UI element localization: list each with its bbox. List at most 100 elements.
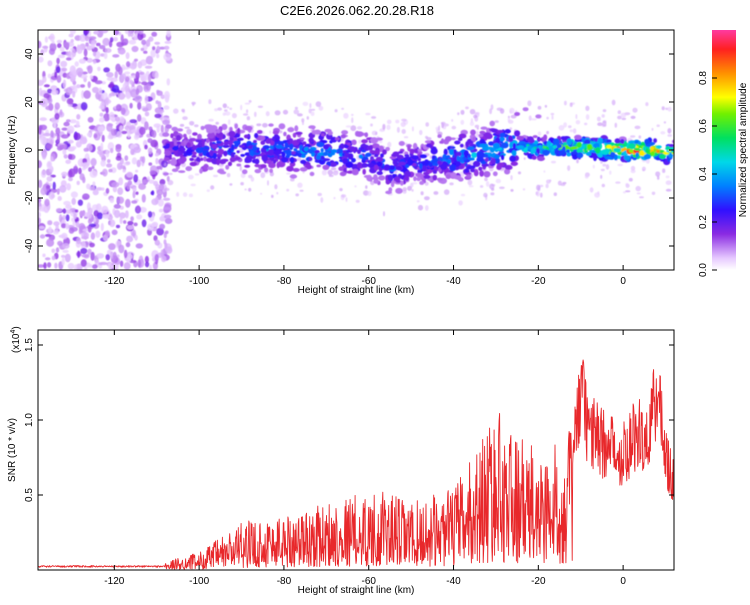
heat-cell bbox=[163, 206, 170, 211]
heat-cell bbox=[537, 138, 543, 141]
heat-cell bbox=[276, 141, 285, 145]
heat-cell bbox=[192, 132, 198, 136]
heat-cell bbox=[367, 163, 375, 168]
heat-cell bbox=[586, 143, 593, 150]
heat-cell bbox=[510, 148, 518, 152]
heat-cell bbox=[163, 105, 170, 110]
heat-cell bbox=[185, 166, 192, 172]
heat-cell bbox=[597, 137, 603, 145]
heat-cell bbox=[135, 243, 143, 249]
heat-cell bbox=[447, 158, 452, 164]
heat-cell bbox=[558, 150, 566, 156]
heat-cell bbox=[175, 134, 182, 141]
heat-cell bbox=[132, 190, 136, 199]
heat-cell bbox=[63, 154, 68, 159]
heat-cell bbox=[351, 158, 356, 163]
heat-cell bbox=[158, 208, 164, 213]
heat-cell bbox=[254, 158, 260, 165]
x-tick-label: -80 bbox=[277, 276, 292, 287]
heat-cell bbox=[114, 71, 118, 79]
heat-cell bbox=[173, 140, 179, 146]
heat-cell bbox=[425, 122, 430, 127]
heat-cell bbox=[471, 152, 478, 158]
heat-cell bbox=[159, 223, 166, 230]
heat-cell bbox=[125, 52, 130, 60]
heat-cell bbox=[516, 135, 525, 141]
heat-cell bbox=[172, 145, 179, 151]
heat-cell bbox=[330, 167, 337, 171]
heat-cell bbox=[375, 131, 378, 136]
heat-cell bbox=[481, 163, 490, 167]
heat-cell bbox=[57, 43, 62, 49]
heat-cell bbox=[106, 123, 113, 132]
heat-cell bbox=[365, 152, 372, 157]
heat-cell bbox=[120, 130, 128, 135]
heat-cell bbox=[330, 149, 338, 154]
heat-cell bbox=[189, 137, 197, 142]
heat-cell bbox=[170, 133, 174, 139]
heat-cell bbox=[592, 164, 595, 169]
heat-cell bbox=[108, 111, 115, 121]
heat-cell bbox=[144, 65, 153, 69]
heat-cell bbox=[443, 148, 448, 156]
heat-cell bbox=[62, 243, 70, 249]
heat-cell bbox=[466, 174, 471, 179]
heat-cell bbox=[81, 236, 89, 240]
heat-cell bbox=[361, 156, 369, 161]
heat-cell bbox=[517, 171, 522, 175]
heat-cell bbox=[62, 148, 67, 156]
heat-cell bbox=[80, 102, 88, 111]
x-tick-label: -40 bbox=[446, 276, 461, 287]
heat-cell bbox=[162, 172, 169, 176]
heat-cell bbox=[584, 174, 589, 179]
heat-cell bbox=[51, 89, 59, 96]
heat-cell bbox=[73, 132, 81, 141]
heat-cell bbox=[125, 161, 131, 165]
heat-cell bbox=[248, 100, 252, 103]
heat-cell bbox=[45, 105, 53, 111]
heat-cell bbox=[440, 163, 447, 170]
heat-cell bbox=[78, 167, 82, 175]
heat-cell bbox=[302, 141, 307, 145]
heat-cell bbox=[295, 131, 303, 135]
heat-cell bbox=[189, 121, 195, 126]
heat-cell bbox=[667, 134, 672, 137]
heat-cell bbox=[208, 99, 212, 105]
heat-cell bbox=[144, 111, 150, 117]
heat-cell bbox=[253, 151, 257, 156]
heat-cell bbox=[227, 161, 233, 167]
heat-cell bbox=[665, 188, 672, 192]
heat-cell bbox=[274, 134, 279, 138]
heat-cell bbox=[64, 209, 72, 214]
heat-cell bbox=[153, 235, 158, 242]
heat-cell bbox=[65, 214, 70, 222]
heat-cell bbox=[386, 119, 392, 125]
heat-cell bbox=[496, 107, 503, 111]
x-tick-label: 0 bbox=[620, 276, 626, 287]
heat-cell bbox=[204, 146, 210, 150]
heat-cell bbox=[154, 113, 162, 119]
heat-cell bbox=[496, 164, 502, 171]
heat-cell bbox=[244, 188, 247, 191]
heat-cell bbox=[126, 61, 131, 68]
heat-cell bbox=[476, 130, 479, 136]
heat-cell bbox=[166, 78, 171, 86]
heat-cell bbox=[636, 192, 641, 195]
heat-cell bbox=[38, 211, 41, 218]
heat-cell bbox=[49, 33, 55, 42]
heat-cell bbox=[568, 125, 572, 129]
heat-cell bbox=[614, 138, 621, 144]
heat-cell bbox=[100, 30, 109, 34]
heat-cell bbox=[309, 103, 312, 109]
heat-cell bbox=[124, 155, 129, 162]
heat-cell bbox=[229, 183, 233, 186]
heat-cell bbox=[479, 185, 484, 188]
heat-cell bbox=[123, 220, 127, 224]
heat-cell bbox=[488, 141, 495, 146]
heat-cell bbox=[171, 168, 179, 172]
heat-cell bbox=[509, 155, 516, 162]
heat-cell bbox=[483, 171, 491, 178]
heat-cell bbox=[111, 229, 118, 236]
heat-cell bbox=[382, 123, 386, 130]
heat-cell bbox=[199, 168, 203, 174]
